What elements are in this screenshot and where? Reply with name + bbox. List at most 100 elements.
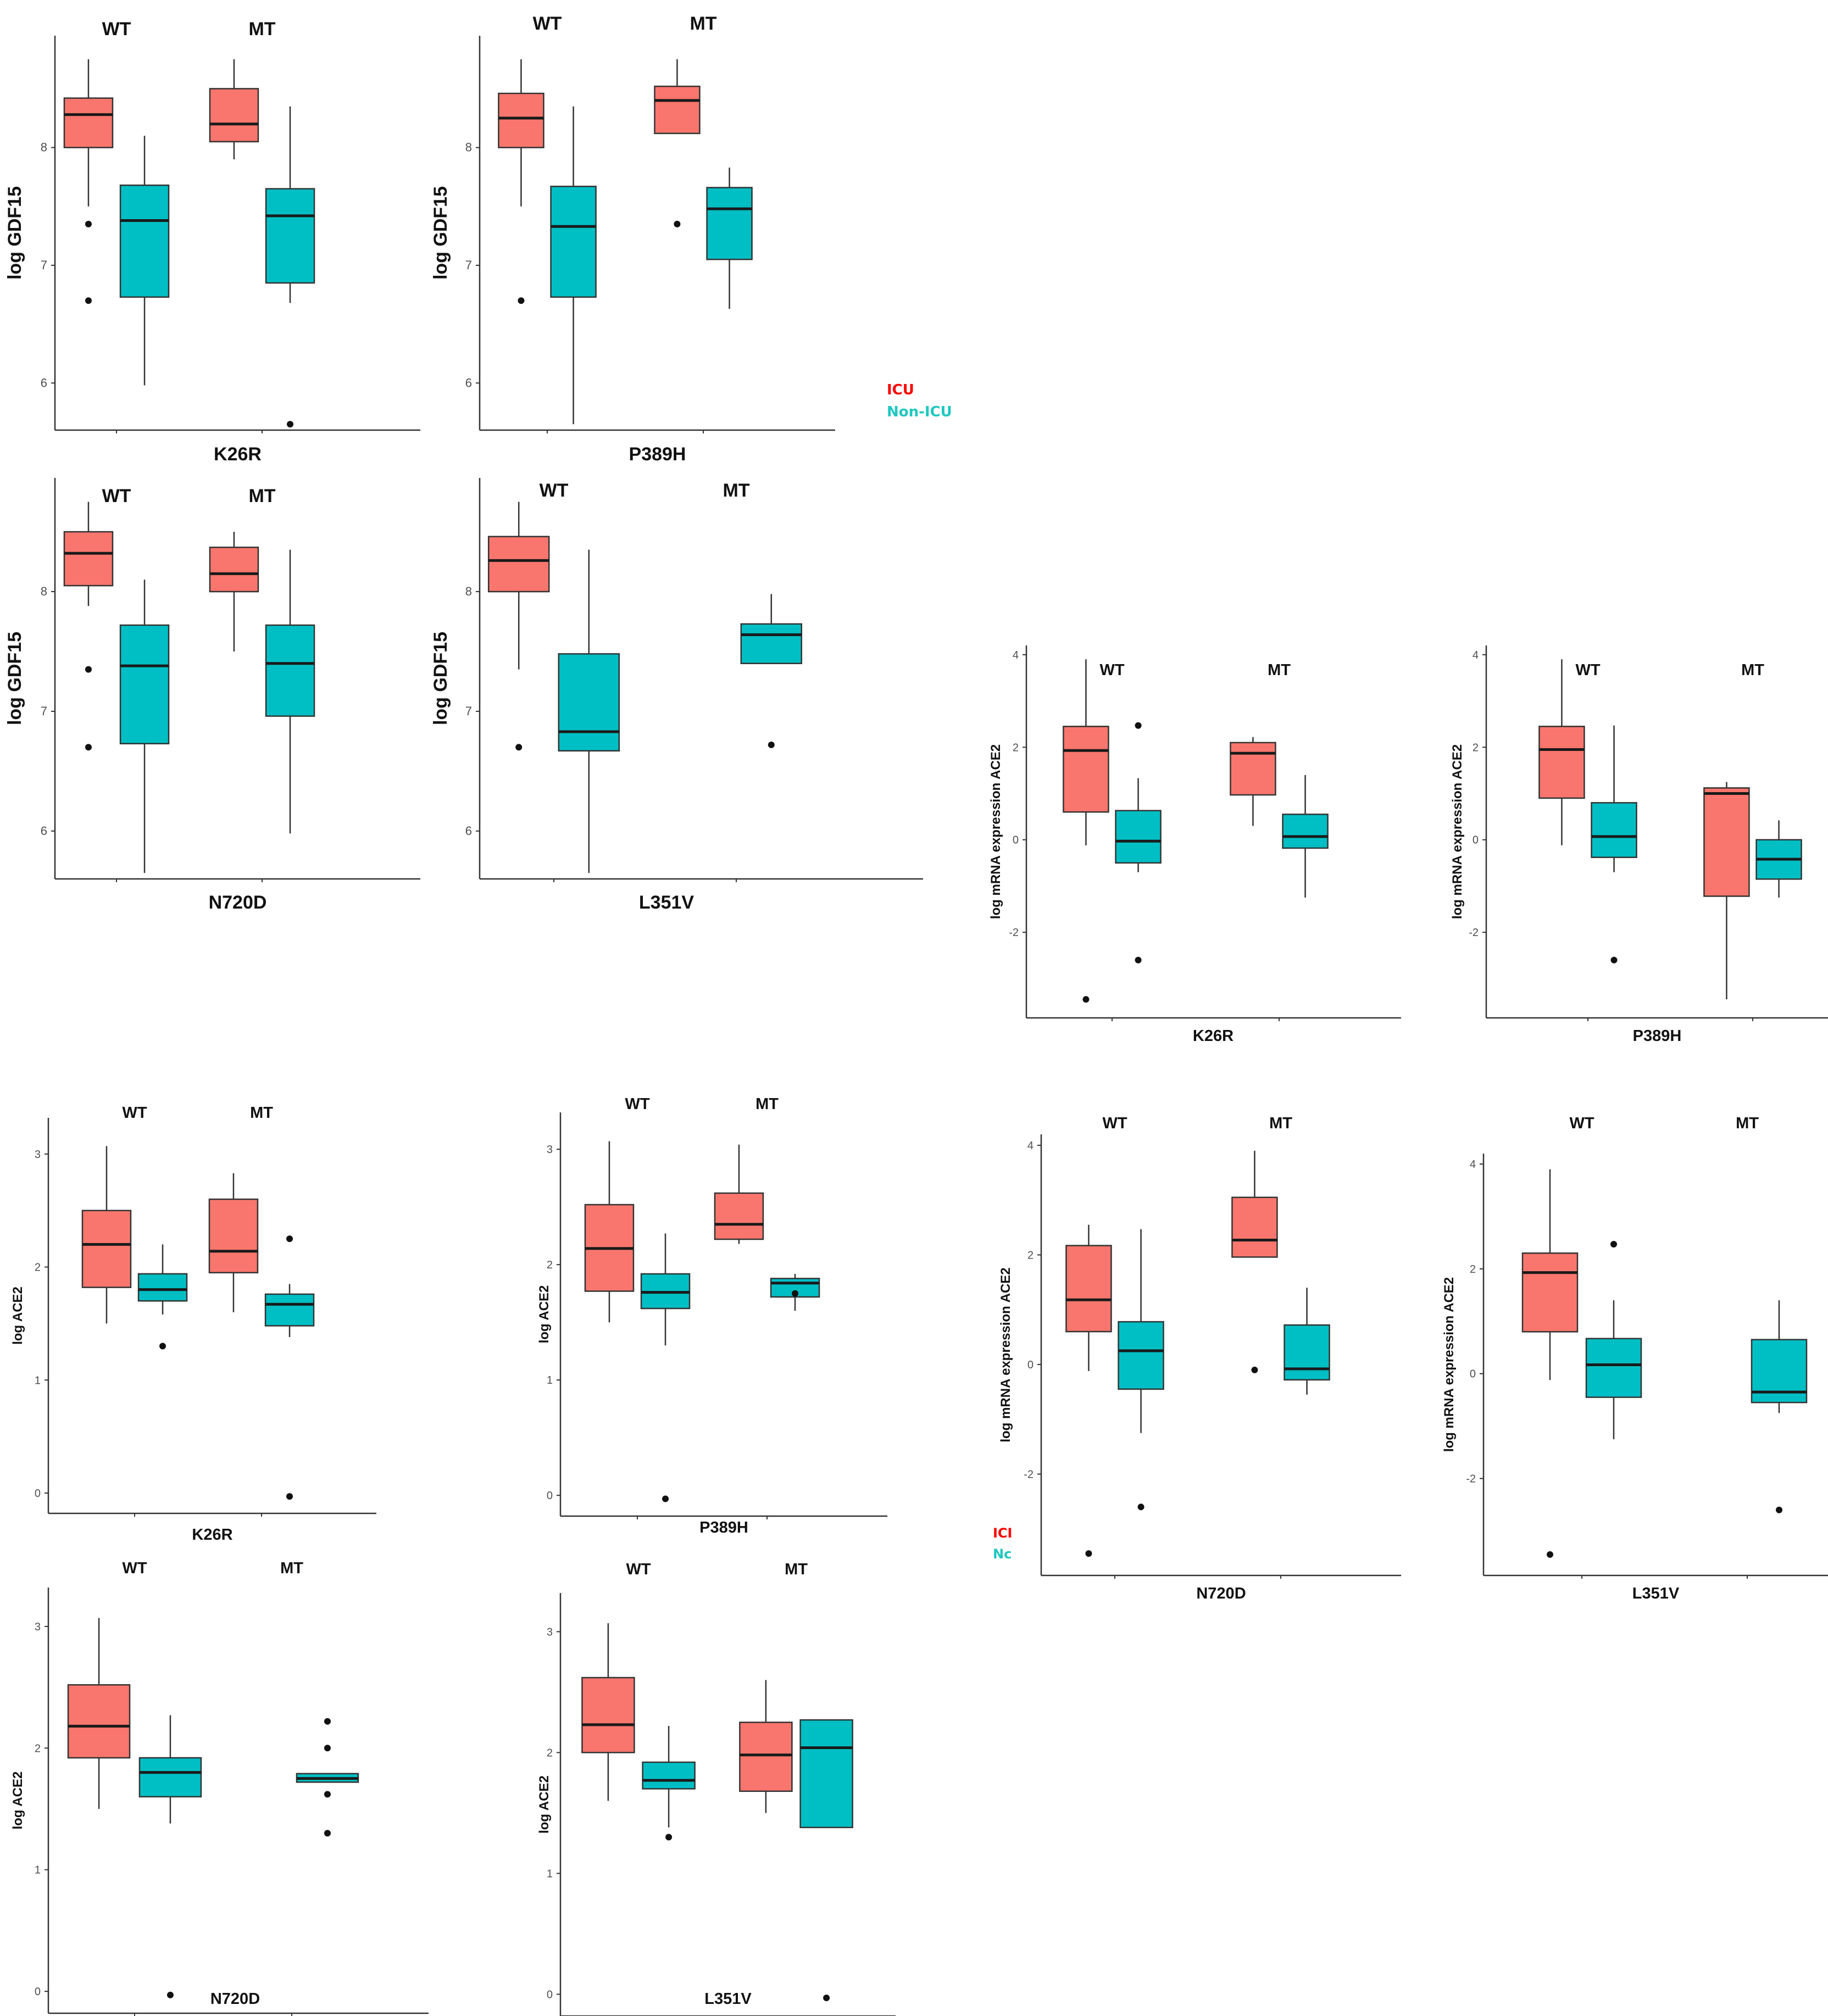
chart-panel-2: 6 7 8 WT MT P389H log GDF15 <box>430 13 835 465</box>
group-label-mt: MT <box>250 1104 273 1122</box>
group-label-mt: MT <box>248 19 275 40</box>
outlier-point <box>85 297 92 304</box>
outlier-point <box>518 297 525 304</box>
box-wt-non-icu <box>119 136 170 386</box>
box-mt-non-icu <box>265 106 315 428</box>
legend-small-non-icu-label: Nc <box>993 1546 1012 1562</box>
outlier-point <box>823 1995 830 2001</box>
box-mt-icu <box>654 59 701 227</box>
group-label-wt: WT <box>122 1104 147 1122</box>
legend-icu-label: ICU <box>887 382 914 398</box>
box-mt-icu <box>209 532 259 651</box>
outlier-point <box>1776 1506 1782 1513</box>
group-label-wt: WT <box>540 480 569 501</box>
group-label-mt: MT <box>723 480 749 501</box>
x-axis-label: K26R <box>1193 1027 1234 1045</box>
box-mt-icu <box>1231 1150 1278 1373</box>
y-axis-label: log GDF15 <box>430 186 451 280</box>
box-iqr <box>558 653 620 752</box>
outlier-point <box>1135 956 1142 964</box>
y-tick-label: 2 <box>1473 742 1479 754</box>
box-mt-non-icu <box>265 549 315 834</box>
x-axis-label: P389H <box>1633 1027 1682 1045</box>
y-tick-label: 3 <box>547 1626 553 1638</box>
box-wt-non-icu <box>1591 725 1637 964</box>
y-tick-label: 3 <box>547 1144 553 1156</box>
box-mt-icu <box>739 1680 793 1813</box>
y-tick-label: 7 <box>41 258 47 272</box>
box-mt-icu <box>1230 737 1276 826</box>
outlier-point <box>1251 1366 1258 1373</box>
y-tick-label: 0 <box>547 1490 553 1502</box>
y-tick-label: 7 <box>41 704 47 718</box>
box-iqr <box>740 623 803 665</box>
y-axis-label: log GDF15 <box>4 632 25 725</box>
y-axis-label: log GDF15 <box>4 186 25 280</box>
outlier-point <box>287 421 294 428</box>
y-tick-label: 0 <box>1473 834 1479 847</box>
box-wt-non-icu <box>138 1715 202 1998</box>
box-wt-icu <box>1538 659 1585 845</box>
chart-panel-8: 0 1 2 3 WT MT P389H log ACE2 <box>537 1095 887 1536</box>
box-iqr <box>209 547 259 593</box>
y-tick-label: 2 <box>35 1262 41 1274</box>
y-axis-label: log ACE2 <box>537 1775 552 1834</box>
outlier-point <box>159 1343 166 1350</box>
box-wt-icu <box>1065 1224 1112 1557</box>
box-iqr <box>1703 787 1750 897</box>
box-iqr <box>1284 1324 1330 1381</box>
y-tick-label: 2 <box>547 1259 553 1271</box>
box-mt-icu <box>209 59 259 160</box>
y-axis-label: log mRNA expression ACE2 <box>988 744 1003 919</box>
y-tick-label: 0 <box>547 1989 553 2001</box>
chart-panel-12: 0 1 2 3 WT MT L351V log ACE2 <box>537 1561 896 2016</box>
x-axis-label: L351V <box>704 1990 752 2008</box>
box-iqr <box>138 1757 202 1798</box>
outlier-point <box>662 1495 669 1502</box>
outlier-point <box>1082 996 1090 1003</box>
box-mt-non-icu <box>770 1274 820 1311</box>
y-tick-label: 8 <box>465 584 472 598</box>
box-iqr <box>1230 742 1276 796</box>
y-axis-label: log mRNA expression ACE2 <box>1442 1277 1457 1452</box>
box-wt-icu <box>67 1618 131 1809</box>
box-wt-icu <box>498 59 544 304</box>
box-iqr <box>1063 726 1109 813</box>
y-tick-label: 6 <box>41 376 47 389</box>
y-tick-label: -2 <box>1009 927 1019 939</box>
box-iqr <box>498 92 544 148</box>
box-wt-icu <box>581 1623 635 1801</box>
outlier-point <box>1610 956 1618 964</box>
x-axis-label: N720D <box>1196 1585 1246 1602</box>
x-axis-label: L351V <box>639 892 694 913</box>
box-iqr <box>654 85 701 135</box>
box-iqr <box>1231 1196 1278 1258</box>
y-tick-label: 4 <box>1013 649 1019 661</box>
box-mt-non-icu <box>1755 820 1802 898</box>
outlier-point <box>515 744 523 751</box>
group-label-wt: WT <box>626 1561 651 1578</box>
box-iqr <box>137 1273 188 1302</box>
box-wt-icu <box>81 1146 132 1324</box>
box-mt-non-icu <box>1284 1288 1330 1395</box>
y-tick-label: 1 <box>35 1864 41 1876</box>
y-tick-label: 6 <box>465 376 472 389</box>
y-tick-label: 1 <box>547 1374 553 1386</box>
box-iqr <box>550 186 597 298</box>
box-mt-non-icu <box>1751 1300 1808 1513</box>
y-tick-label: 0 <box>1027 1359 1034 1371</box>
box-iqr <box>209 88 259 143</box>
group-label-mt: MT <box>280 1560 303 1577</box>
box-iqr <box>265 624 315 717</box>
box-wt-non-icu <box>119 580 170 873</box>
chart-panel-10: -2 0 2 4 WT MT L351V log mRNA expression ACE2 <box>1442 1115 1828 1602</box>
outlier-point <box>1137 1503 1144 1511</box>
y-tick-label: 2 <box>35 1742 41 1755</box>
group-label-mt: MT <box>690 13 716 34</box>
outlier-point <box>768 741 775 748</box>
box-iqr <box>706 187 753 260</box>
y-tick-label: 2 <box>547 1747 553 1759</box>
box-wt-icu <box>63 59 114 304</box>
y-tick-label: 7 <box>465 258 472 272</box>
y-tick-label: 0 <box>1013 834 1019 847</box>
